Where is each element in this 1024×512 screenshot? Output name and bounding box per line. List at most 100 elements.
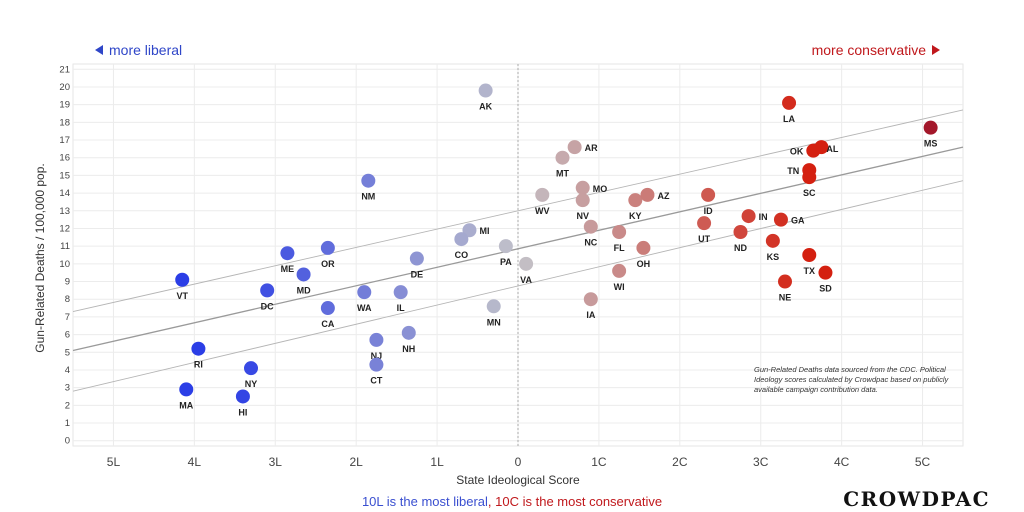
x-tick-label: 1L bbox=[430, 455, 444, 469]
point-dc bbox=[260, 283, 275, 298]
point-label-va: VA bbox=[520, 275, 532, 285]
x-tick-label: 3C bbox=[753, 455, 769, 469]
point-nm bbox=[361, 173, 376, 188]
point-label-ne: NE bbox=[779, 293, 792, 303]
point-label-oh: OH bbox=[637, 259, 651, 269]
source-note: Gun-Related Deaths data sourced from the… bbox=[754, 365, 949, 394]
x-tick-label: 2C bbox=[672, 455, 688, 469]
point-mt bbox=[555, 150, 570, 165]
y-tick-label: 20 bbox=[59, 82, 70, 93]
y-tick-label: 17 bbox=[59, 135, 70, 146]
point-ct bbox=[369, 357, 384, 372]
point-il bbox=[393, 285, 408, 300]
point-label-ky: KY bbox=[629, 211, 642, 221]
y-tick-label: 9 bbox=[65, 277, 70, 288]
arrow-left-icon bbox=[95, 45, 103, 55]
y-tick-label: 16 bbox=[59, 153, 70, 164]
point-ne bbox=[778, 274, 792, 289]
point-sd bbox=[818, 265, 833, 280]
y-tick-label: 11 bbox=[60, 241, 70, 252]
point-sc bbox=[802, 170, 817, 185]
y-tick-label: 15 bbox=[59, 170, 70, 181]
point-wv bbox=[535, 187, 550, 202]
point-or bbox=[320, 240, 335, 255]
point-label-me: ME bbox=[281, 264, 295, 274]
point-label-mi: MI bbox=[479, 226, 489, 236]
point-de bbox=[409, 251, 424, 266]
point-label-pa: PA bbox=[500, 257, 512, 267]
y-tick-label: 19 bbox=[59, 100, 70, 111]
point-ms bbox=[923, 120, 938, 135]
more-conservative-hint: more conservative bbox=[812, 42, 940, 58]
point-label-wa: WA bbox=[357, 303, 372, 313]
y-tick-label: 10 bbox=[59, 259, 70, 270]
point-label-co: CO bbox=[455, 250, 469, 260]
point-label-ca: CA bbox=[321, 319, 334, 329]
point-ga bbox=[773, 212, 788, 227]
y-tick-label: 0 bbox=[65, 436, 70, 447]
point-tx bbox=[802, 248, 817, 262]
point-me bbox=[280, 246, 295, 261]
point-label-al: AL bbox=[826, 144, 838, 154]
caption-separator: , bbox=[487, 494, 496, 509]
y-tick-label: 6 bbox=[65, 330, 70, 341]
point-nh bbox=[401, 325, 416, 340]
more-liberal-label: more liberal bbox=[109, 42, 183, 58]
point-wa bbox=[357, 285, 372, 300]
point-label-nh: NH bbox=[402, 344, 415, 354]
point-ak bbox=[478, 83, 493, 98]
x-tick-label: 2L bbox=[350, 455, 364, 469]
point-fl bbox=[612, 225, 627, 240]
x-tick-label: 1C bbox=[591, 455, 607, 469]
point-label-ar: AR bbox=[585, 143, 598, 153]
point-hi bbox=[235, 389, 250, 404]
scale-caption: 10L is the most liberal, 10C is the most… bbox=[0, 494, 1024, 509]
y-tick-label: 12 bbox=[59, 223, 70, 234]
point-la bbox=[782, 95, 797, 110]
point-label-vt: VT bbox=[176, 291, 188, 301]
point-label-il: IL bbox=[397, 303, 406, 313]
point-md bbox=[296, 267, 311, 282]
point-label-nj: NJ bbox=[371, 351, 383, 361]
y-tick-label: 21 bbox=[59, 64, 70, 75]
point-nc bbox=[583, 219, 598, 234]
point-label-or: OR bbox=[321, 259, 335, 269]
point-wi bbox=[612, 263, 627, 278]
point-ar bbox=[567, 140, 582, 155]
point-mn bbox=[486, 299, 501, 314]
point-ut bbox=[697, 216, 712, 231]
point-label-in: IN bbox=[759, 212, 768, 222]
crowdpac-logo: CROWDPAC bbox=[843, 487, 990, 511]
point-mi bbox=[462, 223, 477, 238]
point-nj bbox=[369, 332, 384, 347]
arrow-right-icon bbox=[932, 45, 940, 55]
point-ky bbox=[628, 193, 643, 208]
point-label-ks: KS bbox=[767, 252, 780, 262]
point-label-az: AZ bbox=[657, 191, 669, 201]
point-ks bbox=[765, 233, 780, 248]
trend-line-lower bbox=[72, 180, 964, 392]
y-tick-label: 18 bbox=[59, 117, 70, 128]
point-label-nm: NM bbox=[361, 192, 375, 202]
point-label-tn: TN bbox=[787, 166, 799, 176]
y-axis-label: Gun-Related Deaths / 100,000 pop. bbox=[33, 163, 47, 352]
point-label-sc: SC bbox=[803, 188, 816, 198]
y-tick-label: 8 bbox=[65, 294, 70, 305]
point-vt bbox=[175, 272, 190, 287]
point-oh bbox=[636, 240, 651, 255]
point-label-mn: MN bbox=[487, 317, 501, 327]
point-ny bbox=[244, 361, 258, 376]
data-points: VT RI MA HI NY DC ME MD OR CA WA NM NJ CT IL NH DE MI CO AK… bbox=[175, 83, 938, 417]
point-label-dc: DC bbox=[261, 301, 274, 311]
point-label-de: DE bbox=[411, 270, 424, 280]
point-label-fl: FL bbox=[614, 243, 625, 253]
x-tick-label: 5C bbox=[915, 455, 931, 469]
trend-line-upper bbox=[72, 109, 964, 313]
point-label-mo: MO bbox=[593, 184, 608, 194]
point-label-ia: IA bbox=[586, 310, 596, 320]
more-liberal-hint: more liberal bbox=[95, 42, 182, 58]
y-tick-label: 4 bbox=[65, 365, 70, 376]
x-tick-label: 3L bbox=[269, 455, 283, 469]
caption-liberal: 10L is the most liberal bbox=[361, 494, 488, 509]
